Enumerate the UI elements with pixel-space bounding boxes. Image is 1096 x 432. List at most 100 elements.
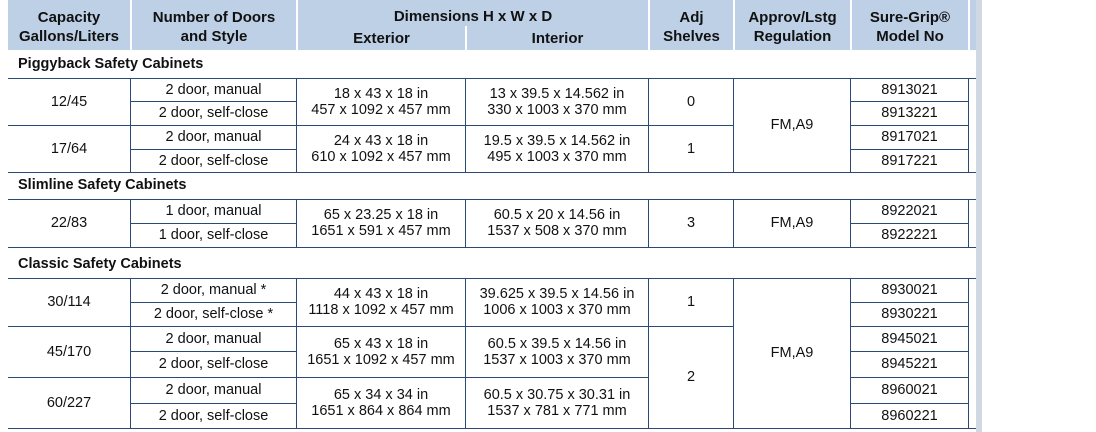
door-style-cell: 2 door, self-close	[131, 149, 296, 172]
rule	[8, 78, 976, 79]
model-cell: 8922221	[851, 223, 968, 247]
approval-value: FM,A9	[770, 215, 814, 231]
header-model-line1: Sure-Grip®	[869, 9, 951, 26]
model-cell: 8960021	[851, 377, 968, 403]
door-style: 2 door, manual *	[160, 282, 267, 298]
rule	[850, 377, 968, 378]
interior-cell: 60.5 x 30.75 x 30.31 in 1537 x 781 x 771 …	[466, 377, 648, 428]
interior-cell: 60.5 x 20 x 14.56 in 1537 x 508 x 370 mm	[466, 199, 648, 247]
column-rule	[648, 78, 649, 172]
column-rule	[733, 278, 734, 428]
header-capacity-line1: Capacity	[37, 9, 101, 26]
section-title-piggyback: Piggyback Safety Cabinets	[18, 56, 204, 72]
model-cell: 8917221	[851, 149, 968, 172]
column-rule	[130, 78, 131, 172]
door-style: 1 door, manual	[165, 203, 262, 219]
model-number: 8930221	[881, 306, 938, 322]
door-style-cell: 2 door, self-close	[131, 351, 296, 377]
door-style-cell: 2 door, self-close	[131, 403, 296, 428]
exterior-mm: 610 x 1092 x 457 mm	[311, 148, 451, 165]
model-cell: 8960221	[851, 403, 968, 428]
model-number: 8922221	[881, 227, 938, 243]
column-rule	[296, 78, 297, 172]
header-divider	[648, 0, 650, 50]
rule	[8, 377, 648, 378]
header-shelves-line2: Shelves	[663, 28, 720, 45]
rule	[8, 428, 976, 429]
header-interior: Interior	[531, 30, 584, 47]
model-cell: 8945021	[851, 326, 968, 351]
rule	[850, 351, 968, 352]
column-rule	[850, 278, 851, 428]
model-number: 8922021	[881, 203, 938, 219]
shelves-cell: 1	[649, 125, 733, 172]
interior-in: 19.5 x 39.5 x 14.562 in	[483, 132, 631, 149]
model-number: 8930021	[881, 282, 938, 298]
model-cell: 8913021	[851, 78, 968, 101]
header-divider	[465, 26, 467, 50]
capacity-value: 12/45	[50, 93, 88, 110]
model-number: 8917221	[881, 152, 938, 169]
column-rule	[850, 78, 851, 172]
header-divider	[130, 0, 132, 50]
exterior-in: 18 x 43 x 18 in	[333, 85, 429, 102]
capacity-cell: 22/83	[8, 199, 130, 247]
capacity-value: 22/83	[50, 215, 88, 231]
rule	[130, 403, 296, 404]
shelves-cell: 0	[649, 78, 733, 125]
capacity-cell: 45/170	[8, 326, 130, 377]
interior-mm: 1006 x 1003 x 370 mm	[483, 302, 631, 318]
rule	[8, 278, 976, 279]
column-rule	[968, 278, 969, 428]
column-rule	[465, 278, 466, 428]
model-number: 8945021	[881, 330, 938, 347]
exterior-in: 65 x 43 x 18 in	[333, 335, 429, 352]
header-model-line2: Model No	[876, 28, 944, 45]
model-number: 8945221	[881, 356, 938, 372]
approval-cell: FM,A9	[734, 278, 850, 428]
door-style: 1 door, self-close	[158, 227, 269, 243]
exterior-mm: 1651 x 591 x 457 mm	[311, 223, 451, 239]
column-rule	[733, 78, 734, 172]
exterior-mm: 1118 x 1092 x 457 mm	[308, 302, 454, 318]
header-approval-line1: Approv/Lstg	[748, 9, 837, 26]
capacity-value: 45/170	[46, 343, 92, 360]
section-title-slimline: Slimline Safety Cabinets	[18, 177, 187, 193]
model-number: 8913021	[881, 81, 938, 98]
rule	[8, 247, 976, 248]
table-header	[8, 0, 976, 50]
rule	[8, 326, 733, 327]
rule	[850, 326, 968, 327]
capacity-cell: 60/227	[8, 377, 130, 428]
model-cell: 8930221	[851, 302, 968, 326]
interior-mm: 1537 x 781 x 771 mm	[487, 402, 627, 419]
column-rule	[296, 199, 297, 247]
header-divider	[733, 0, 735, 50]
approval-value: FM,A9	[770, 345, 814, 361]
door-style-cell: 2 door, manual	[131, 326, 296, 351]
rule	[130, 149, 296, 150]
shelves-cell: 1	[649, 278, 733, 326]
shelves-value: 1	[686, 140, 696, 157]
header-doors-line1: Number of Doors	[152, 9, 276, 26]
rule	[8, 125, 733, 126]
rule	[850, 125, 968, 126]
capacity-value: 17/64	[50, 140, 88, 157]
interior-mm: 495 x 1003 x 370 mm	[487, 148, 627, 165]
shelves-cell: 2	[649, 326, 733, 428]
exterior-in: 24 x 43 x 18 in	[333, 132, 429, 149]
exterior-mm: 1651 x 1092 x 457 mm	[307, 351, 455, 368]
door-style-cell: 1 door, manual	[131, 199, 296, 223]
header-capacity: Capacity Gallons/Liters	[8, 8, 130, 46]
rule	[130, 351, 296, 352]
exterior-in: 65 x 34 x 34 in	[333, 386, 429, 403]
column-rule	[733, 199, 734, 247]
header-divider	[850, 0, 852, 50]
door-style: 2 door, self-close *	[153, 306, 274, 322]
exterior-in: 65 x 23.25 x 18 in	[323, 207, 439, 223]
capacity-cell: 30/114	[8, 278, 130, 326]
exterior-mm: 1651 x 864 x 864 mm	[311, 402, 451, 419]
exterior-in: 44 x 43 x 18 in	[333, 286, 429, 302]
shelves-value: 2	[686, 369, 696, 385]
header-doors: Number of Doors and Style	[132, 8, 296, 46]
